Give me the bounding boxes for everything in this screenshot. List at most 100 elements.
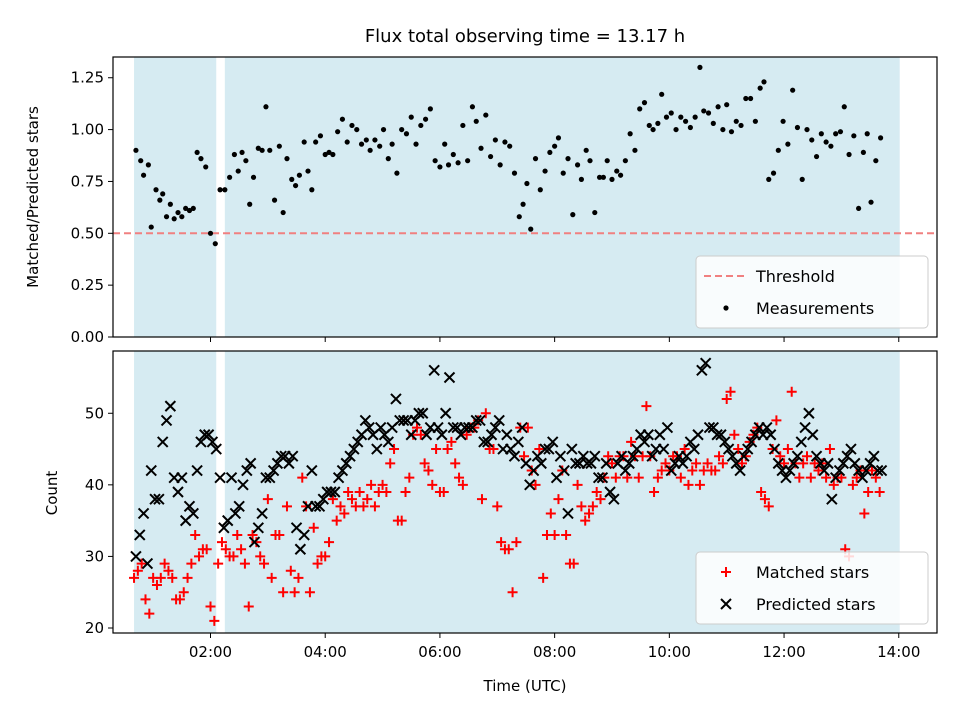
matched-star-point bbox=[526, 465, 537, 476]
matched-star-point bbox=[324, 537, 335, 548]
matched-star-point bbox=[740, 451, 751, 462]
predicted-star-point bbox=[742, 443, 754, 455]
predicted-star-point bbox=[493, 414, 505, 427]
measurement-point bbox=[627, 131, 633, 137]
matched-star-point bbox=[694, 479, 705, 490]
predicted-star-point bbox=[845, 443, 857, 455]
measurement-point bbox=[186, 207, 193, 214]
measurement-point bbox=[532, 156, 539, 162]
predicted-star-point bbox=[501, 429, 513, 441]
measurement-point bbox=[259, 147, 265, 153]
matched-star-point bbox=[278, 587, 289, 598]
measurement-point bbox=[339, 116, 346, 122]
measurement-point bbox=[344, 139, 350, 145]
predicted-star-point bbox=[592, 471, 605, 484]
matched-star-point bbox=[721, 393, 732, 404]
predicted-star-point bbox=[183, 500, 196, 513]
measurement-point bbox=[403, 131, 410, 137]
matched-star-point bbox=[461, 429, 472, 440]
matched-star-point bbox=[568, 558, 579, 569]
top-y-axis-label: Matched/Predicted stars bbox=[24, 106, 42, 288]
measurement-point bbox=[497, 162, 503, 168]
matched-star-point bbox=[603, 451, 614, 462]
measurement-point bbox=[399, 126, 405, 133]
measurement-point bbox=[422, 116, 429, 122]
measurement-point bbox=[292, 182, 299, 189]
matched-star-point bbox=[411, 422, 422, 433]
predicted-star-point bbox=[214, 471, 226, 484]
matched-star-point bbox=[576, 501, 587, 512]
measurement-point bbox=[596, 174, 603, 180]
measurement-point bbox=[483, 112, 489, 118]
matched-star-point bbox=[545, 508, 556, 519]
predicted-star-point bbox=[837, 457, 850, 470]
measurement-point bbox=[663, 114, 670, 120]
x-tick-label: 10:00 bbox=[648, 643, 691, 661]
matched-star-point bbox=[679, 444, 690, 455]
measurement-point bbox=[309, 187, 315, 193]
measurement-point bbox=[646, 122, 652, 129]
legend-label: Predicted stars bbox=[756, 595, 876, 614]
measurement-point bbox=[280, 209, 286, 216]
matched-star-point bbox=[201, 544, 212, 555]
predicted-star-point bbox=[344, 450, 356, 462]
y-tick-label: 0.75 bbox=[71, 172, 104, 190]
matched-star-point bbox=[266, 572, 277, 583]
predicted-star-point bbox=[348, 443, 360, 455]
predicted-star-point bbox=[264, 471, 276, 484]
measurement-point bbox=[179, 214, 185, 220]
predicted-star-point bbox=[432, 421, 444, 434]
measurement-point bbox=[799, 176, 805, 182]
matched-star-point bbox=[151, 580, 162, 591]
predicted-star-point bbox=[772, 457, 785, 470]
measurement-point bbox=[231, 151, 238, 158]
measurement-point bbox=[587, 158, 593, 164]
matched-star-point bbox=[786, 386, 797, 397]
measurement-point bbox=[212, 241, 218, 247]
measurement-point bbox=[380, 126, 387, 133]
legend-entry-threshold: Threshold bbox=[704, 267, 835, 286]
measurement-point bbox=[537, 187, 543, 193]
measurement-point bbox=[692, 114, 698, 120]
matched-star-point bbox=[759, 494, 770, 505]
predicted-star-point bbox=[738, 450, 750, 462]
measurement-point bbox=[809, 137, 815, 143]
predicted-star-point bbox=[164, 400, 177, 412]
measurement-point bbox=[372, 137, 378, 143]
measurement-point bbox=[478, 145, 484, 151]
predicted-star-point bbox=[833, 464, 846, 477]
predicted-star-point bbox=[692, 429, 704, 441]
predicted-star-point bbox=[225, 471, 238, 484]
matched-star-point bbox=[874, 487, 885, 497]
measurement-point bbox=[617, 172, 624, 178]
measurement-point bbox=[450, 151, 456, 158]
measurement-point bbox=[255, 145, 261, 151]
predicted-star-point bbox=[363, 421, 375, 434]
predicted-star-point bbox=[313, 500, 326, 513]
measurement-point bbox=[203, 164, 209, 170]
measurement-point bbox=[743, 95, 749, 102]
measurement-point bbox=[873, 158, 879, 164]
matched-star-point bbox=[454, 472, 465, 483]
measurement-point bbox=[775, 147, 781, 153]
legend-entry-predicted-stars: Predicted stars bbox=[720, 595, 876, 614]
matched-star-point bbox=[519, 451, 530, 462]
x-tick-label: 06:00 bbox=[418, 643, 461, 661]
matched-star-point bbox=[763, 501, 774, 512]
matched-star-point bbox=[419, 458, 430, 469]
matched-star-point bbox=[714, 451, 725, 462]
measurement-point bbox=[600, 174, 606, 180]
measurement-point bbox=[622, 158, 628, 164]
predicted-star-point bbox=[608, 493, 620, 505]
predicted-star-point bbox=[868, 450, 880, 462]
legend: Matched stars Predicted stars bbox=[695, 551, 929, 625]
matched-star-point bbox=[664, 465, 675, 476]
measurement-point bbox=[133, 147, 139, 153]
matched-star-point bbox=[220, 544, 231, 555]
measurement-point bbox=[710, 120, 716, 126]
predicted-star-point bbox=[237, 479, 249, 491]
predicted-star-point bbox=[306, 464, 318, 477]
predicted-star-point bbox=[374, 421, 387, 434]
measurement-point bbox=[263, 104, 269, 110]
matched-star-point bbox=[587, 501, 598, 512]
